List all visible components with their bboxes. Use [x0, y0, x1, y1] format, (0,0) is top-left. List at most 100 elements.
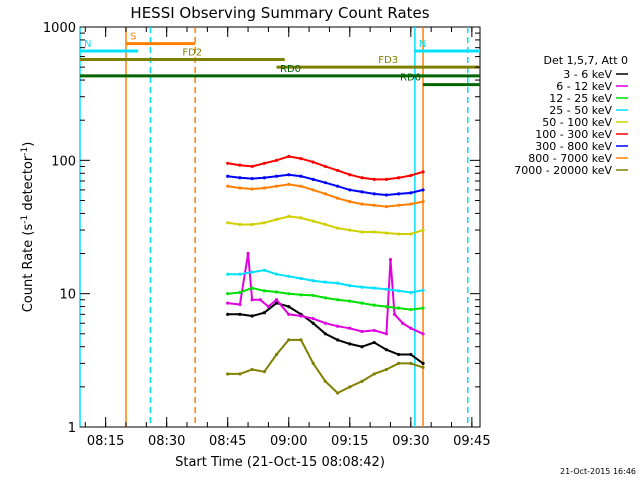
data-point [421, 332, 425, 336]
data-point [388, 258, 393, 262]
data-point [384, 332, 389, 336]
data-point [421, 200, 425, 204]
data-point [409, 290, 413, 295]
data-point [397, 192, 401, 196]
data-point [335, 298, 340, 302]
data-point [323, 379, 327, 383]
data-point [360, 379, 364, 383]
data-point [226, 184, 230, 188]
data-point [311, 219, 315, 223]
data-point [409, 326, 413, 330]
data-point [421, 228, 425, 232]
data-point [372, 203, 376, 207]
data-point [360, 176, 364, 180]
data-point [311, 279, 315, 283]
x-tick-label: 09:45 [453, 434, 490, 449]
data-point [238, 222, 242, 227]
data-point [226, 312, 230, 316]
data-point [250, 187, 254, 191]
data-point [226, 372, 230, 376]
data-point [360, 202, 364, 206]
data-point [250, 270, 254, 274]
annotation-bar-label: N [84, 39, 91, 50]
data-point [421, 170, 425, 174]
x-tick-label: 08:45 [209, 434, 246, 449]
data-point [262, 289, 266, 293]
data-point [299, 174, 303, 178]
data-point [226, 221, 230, 225]
data-point [238, 186, 242, 190]
annotation-bar-label: FD2 [182, 48, 202, 59]
data-point [287, 154, 291, 159]
y-tick-label: 10 [59, 288, 76, 303]
data-point [246, 251, 250, 256]
data-point [384, 348, 389, 352]
data-point [372, 286, 376, 290]
data-point [299, 314, 303, 318]
legend-label: 6 - 12 keV [556, 80, 612, 93]
data-point [274, 217, 279, 222]
data-point [311, 361, 315, 365]
legend-label: 25 - 50 keV [549, 104, 612, 117]
data-point [287, 304, 291, 309]
data-point [226, 174, 230, 178]
legend-label: 3 - 6 keV [563, 68, 612, 81]
annotation-bar-label: RD0 [280, 64, 301, 75]
data-point [421, 365, 425, 369]
data-point [262, 370, 266, 374]
data-point [274, 158, 279, 162]
data-point [421, 288, 425, 292]
data-point [250, 222, 254, 227]
data-point [238, 312, 242, 316]
data-point [226, 161, 230, 165]
data-point [397, 203, 401, 207]
x-tick-label: 09:15 [331, 434, 368, 449]
data-point [348, 283, 352, 288]
data-point [262, 311, 266, 315]
data-point [299, 338, 303, 342]
data-point [323, 332, 327, 336]
x-axis-label: Start Time (21-Oct-15 08:08:42) [175, 455, 385, 470]
data-point [360, 329, 364, 334]
data-point [397, 176, 401, 180]
data-point [250, 314, 254, 318]
legend-label: 12 - 25 keV [549, 92, 612, 105]
annotation-bar-label: RD6 [400, 73, 421, 84]
legend-label: 50 - 100 keV [542, 116, 612, 129]
data-point [348, 342, 352, 346]
data-point [250, 164, 254, 169]
data-point [409, 232, 413, 236]
data-point [238, 272, 242, 276]
data-point [397, 352, 401, 357]
data-point [299, 157, 303, 161]
data-point [266, 304, 271, 309]
x-tick-label: 08:30 [148, 434, 185, 449]
data-point [323, 296, 327, 300]
data-point [409, 191, 413, 195]
data-point [348, 188, 352, 192]
data-point [299, 216, 303, 220]
data-point [226, 292, 230, 296]
data-point [384, 287, 389, 291]
data-point [397, 232, 401, 236]
data-point [335, 338, 340, 342]
legend-label: 800 - 7000 keV [528, 152, 612, 165]
legend-title: Det 1,5,7, Att 0 [544, 54, 628, 67]
y-axis-label: Count Rate (s-1 detector-1) [20, 142, 36, 313]
data-point [421, 361, 425, 365]
data-point [238, 372, 242, 376]
data-point [360, 190, 364, 194]
data-point [360, 345, 364, 349]
data-point [397, 289, 401, 293]
data-point [287, 274, 291, 278]
data-point [384, 177, 389, 181]
y-tick-label: 1 [68, 421, 76, 436]
data-point [348, 326, 352, 330]
data-point [323, 280, 327, 284]
data-point [274, 290, 279, 294]
data-point [335, 168, 340, 173]
data-point [335, 324, 340, 328]
data-point [262, 268, 266, 272]
